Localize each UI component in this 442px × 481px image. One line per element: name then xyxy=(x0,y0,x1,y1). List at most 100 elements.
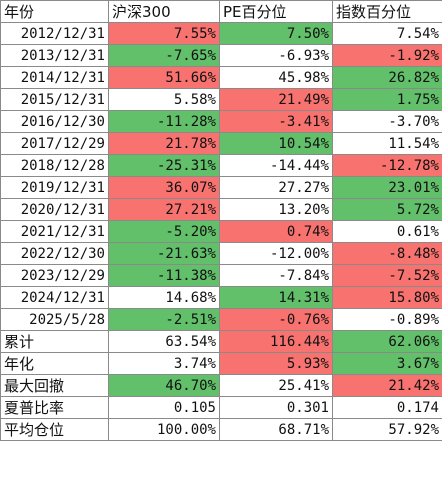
hs300-cell: 21.78% xyxy=(108,132,220,155)
index-percentile-cell: 0.61% xyxy=(332,220,442,243)
summary-row: 年化 3.74% 5.93% 3.67% xyxy=(0,352,442,375)
index-percentile-cell: 62.06% xyxy=(332,330,442,353)
hs300-cell: -11.28% xyxy=(108,110,220,133)
table-row: 2023/12/29 -11.38% -7.84% -7.52% xyxy=(0,264,442,287)
hs300-cell: -7.65% xyxy=(108,44,220,67)
row-date: 2023/12/29 xyxy=(0,264,109,287)
hs300-cell: -21.63% xyxy=(108,242,220,265)
index-percentile-cell: -0.89% xyxy=(332,308,442,331)
pe-percentile-cell: -0.76% xyxy=(219,308,333,331)
hs300-cell: -11.38% xyxy=(108,264,220,287)
pe-percentile-cell: 0.74% xyxy=(219,220,333,243)
table-row: 2022/12/30 -21.63% -12.00% -8.48% xyxy=(0,242,442,265)
hs300-cell: -2.51% xyxy=(108,308,220,331)
row-date: 2018/12/28 xyxy=(0,154,109,177)
pe-percentile-cell: -6.93% xyxy=(219,44,333,67)
row-date: 2012/12/31 xyxy=(0,22,109,45)
pe-percentile-cell: -3.41% xyxy=(219,110,333,133)
row-date: 2015/12/31 xyxy=(0,88,109,111)
header-pe-percentile: PE百分位 xyxy=(219,0,333,23)
summary-label: 平均仓位 xyxy=(0,418,109,441)
summary-label: 最大回撤 xyxy=(0,374,109,397)
returns-table: 年份 沪深300 PE百分位 指数百分位 2012/12/31 7.55% 7.50… xyxy=(0,0,442,441)
index-percentile-cell: -12.78% xyxy=(332,154,442,177)
table-row: 2019/12/31 36.07% 27.27% 23.01% xyxy=(0,176,442,199)
table-row: 2015/12/31 5.58% 21.49% 1.75% xyxy=(0,88,442,111)
index-percentile-cell: -8.48% xyxy=(332,242,442,265)
header-index-percentile: 指数百分位 xyxy=(332,0,442,23)
header-year: 年份 xyxy=(0,0,109,23)
summary-label: 年化 xyxy=(0,352,109,375)
row-date: 2016/12/30 xyxy=(0,110,109,133)
hs300-cell: -25.31% xyxy=(108,154,220,177)
summary-row: 最大回撤 46.70% 25.41% 21.42% xyxy=(0,374,442,397)
pe-percentile-cell: -12.00% xyxy=(219,242,333,265)
table-row: 2025/5/28 -2.51% -0.76% -0.89% xyxy=(0,308,442,331)
table-row: 2024/12/31 14.68% 14.31% 15.80% xyxy=(0,286,442,309)
index-percentile-cell: -1.92% xyxy=(332,44,442,67)
table-row: 2016/12/30 -11.28% -3.41% -3.70% xyxy=(0,110,442,133)
hs300-cell: -5.20% xyxy=(108,220,220,243)
pe-percentile-cell: 116.44% xyxy=(219,330,333,353)
table-row: 2021/12/31 -5.20% 0.74% 0.61% xyxy=(0,220,442,243)
pe-percentile-cell: 0.301 xyxy=(219,396,333,419)
index-percentile-cell: 3.67% xyxy=(332,352,442,375)
index-percentile-cell: 23.01% xyxy=(332,176,442,199)
summary-label: 累计 xyxy=(0,330,109,353)
table-row: 2013/12/31 -7.65% -6.93% -1.92% xyxy=(0,44,442,67)
table-row: 2012/12/31 7.55% 7.50% 7.54% xyxy=(0,22,442,45)
table-row: 2014/12/31 51.66% 45.98% 26.82% xyxy=(0,66,442,89)
row-date: 2014/12/31 xyxy=(0,66,109,89)
index-percentile-cell: 5.72% xyxy=(332,198,442,221)
summary-row: 累计 63.54% 116.44% 62.06% xyxy=(0,330,442,353)
index-percentile-cell: -3.70% xyxy=(332,110,442,133)
pe-percentile-cell: 14.31% xyxy=(219,286,333,309)
hs300-cell: 14.68% xyxy=(108,286,220,309)
header-hs300: 沪深300 xyxy=(108,0,220,23)
row-date: 2025/5/28 xyxy=(0,308,109,331)
pe-percentile-cell: 5.93% xyxy=(219,352,333,375)
index-percentile-cell: 0.174 xyxy=(332,396,442,419)
hs300-cell: 46.70% xyxy=(108,374,220,397)
hs300-cell: 51.66% xyxy=(108,66,220,89)
hs300-cell: 36.07% xyxy=(108,176,220,199)
hs300-cell: 0.105 xyxy=(108,396,220,419)
pe-percentile-cell: -7.84% xyxy=(219,264,333,287)
index-percentile-cell: 26.82% xyxy=(332,66,442,89)
hs300-cell: 3.74% xyxy=(108,352,220,375)
hs300-cell: 63.54% xyxy=(108,330,220,353)
pe-percentile-cell: 25.41% xyxy=(219,374,333,397)
row-date: 2019/12/31 xyxy=(0,176,109,199)
index-percentile-cell: 7.54% xyxy=(332,22,442,45)
index-percentile-cell: 21.42% xyxy=(332,374,442,397)
row-date: 2021/12/31 xyxy=(0,220,109,243)
pe-percentile-cell: -14.44% xyxy=(219,154,333,177)
hs300-cell: 7.55% xyxy=(108,22,220,45)
index-percentile-cell: 15.80% xyxy=(332,286,442,309)
table-row: 2018/12/28 -25.31% -14.44% -12.78% xyxy=(0,154,442,177)
pe-percentile-cell: 10.54% xyxy=(219,132,333,155)
hs300-cell: 5.58% xyxy=(108,88,220,111)
index-percentile-cell: 1.75% xyxy=(332,88,442,111)
row-date: 2022/12/30 xyxy=(0,242,109,265)
hs300-cell: 27.21% xyxy=(108,198,220,221)
pe-percentile-cell: 27.27% xyxy=(219,176,333,199)
header-row: 年份 沪深300 PE百分位 指数百分位 xyxy=(0,0,442,23)
row-date: 2013/12/31 xyxy=(0,44,109,67)
table-row: 2017/12/29 21.78% 10.54% 11.54% xyxy=(0,132,442,155)
pe-percentile-cell: 21.49% xyxy=(219,88,333,111)
row-date: 2017/12/29 xyxy=(0,132,109,155)
pe-percentile-cell: 7.50% xyxy=(219,22,333,45)
index-percentile-cell: 57.92% xyxy=(332,418,442,441)
pe-percentile-cell: 13.20% xyxy=(219,198,333,221)
summary-row: 平均仓位 100.00% 68.71% 57.92% xyxy=(0,418,442,441)
row-date: 2024/12/31 xyxy=(0,286,109,309)
summary-row: 夏普比率 0.105 0.301 0.174 xyxy=(0,396,442,419)
pe-percentile-cell: 68.71% xyxy=(219,418,333,441)
table-row: 2020/12/31 27.21% 13.20% 5.72% xyxy=(0,198,442,221)
pe-percentile-cell: 45.98% xyxy=(219,66,333,89)
index-percentile-cell: -7.52% xyxy=(332,264,442,287)
index-percentile-cell: 11.54% xyxy=(332,132,442,155)
hs300-cell: 100.00% xyxy=(108,418,220,441)
summary-label: 夏普比率 xyxy=(0,396,109,419)
